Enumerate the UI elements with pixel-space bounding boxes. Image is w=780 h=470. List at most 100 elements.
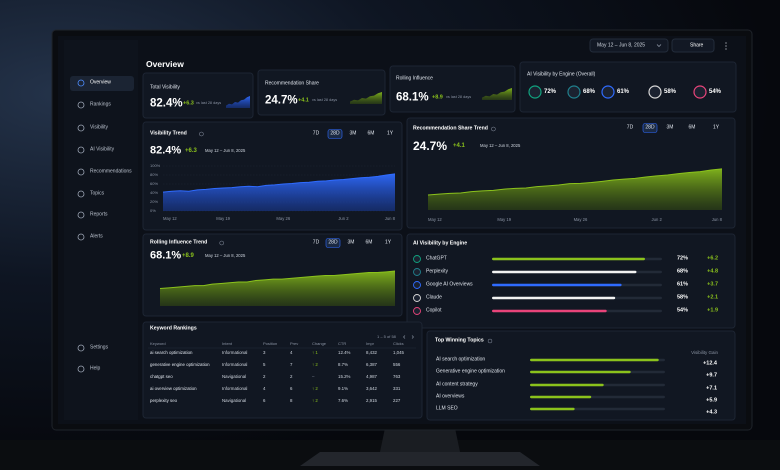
engine-share: 68%	[583, 89, 596, 95]
table-cell: 763	[393, 373, 401, 379]
y-tick-label: 20%	[150, 199, 159, 204]
range-button[interactable]: 7D	[626, 124, 634, 131]
stand-base	[300, 452, 540, 466]
share[interactable]: Share	[690, 42, 704, 49]
chart-date: May 12 – Jun 8, 2025	[480, 142, 521, 148]
range-button[interactable]: 6M	[688, 124, 696, 131]
table-cell: perplexity seo	[150, 397, 178, 403]
area-line	[162, 173, 396, 193]
range-button[interactable]: 3M	[349, 130, 357, 137]
column-header: Visibility Gain	[691, 349, 718, 355]
nav-item[interactable]: Recommendations	[90, 168, 132, 175]
kpi-title: Rolling Influence	[396, 75, 433, 82]
date-range[interactable]: May 12 – Jun 8, 2025	[597, 42, 646, 49]
panel	[519, 61, 737, 113]
range-button[interactable]: 6M	[365, 239, 373, 246]
table-cell: ↑ 2	[312, 361, 318, 367]
range-button[interactable]: 28D	[328, 239, 338, 246]
engine-icon	[413, 294, 421, 302]
nav-icon	[77, 233, 85, 241]
table-cell: ai search optimization	[150, 349, 193, 355]
nav-icon	[77, 124, 85, 132]
pagination: 1 – 5 of 58	[377, 334, 396, 339]
table-cell: Informational	[222, 361, 248, 367]
table-cell: generative engine optimization	[150, 361, 210, 367]
panel	[406, 233, 736, 329]
nav-item[interactable]: Visibility	[90, 124, 108, 131]
range-button[interactable]: 7D	[312, 239, 320, 246]
info-icon	[219, 240, 224, 246]
nav-item[interactable]: Topics	[90, 190, 105, 197]
nav-item[interactable]: Reports	[90, 211, 108, 218]
nav-item[interactable]: Settings	[90, 344, 109, 351]
x-tick-label: May 12	[163, 215, 177, 221]
table-cell: ↑ 2	[312, 385, 318, 391]
chart-title: Rolling Influence Trend	[150, 239, 208, 246]
table-cell: 4	[263, 385, 266, 391]
range-button[interactable]: 7D	[312, 130, 320, 137]
y-tick-label: 40%	[150, 190, 159, 195]
topic-gain: +12.4	[703, 360, 717, 367]
nav-item[interactable]: AI Visibility	[90, 146, 115, 153]
share-button[interactable]	[671, 38, 715, 53]
column-header: Clicks	[393, 341, 404, 346]
info-icon	[491, 126, 496, 132]
engine-icon	[693, 85, 707, 99]
chart-date: May 12 – Jun 8, 2025	[205, 147, 246, 153]
range-button[interactable]: 28D	[645, 124, 655, 131]
nav-icon	[77, 211, 85, 219]
table-cell: Navigational	[222, 397, 247, 403]
column-header: Prev	[290, 341, 299, 346]
range-active	[325, 238, 341, 248]
engine-icon	[413, 268, 421, 276]
range-button[interactable]: 3M	[666, 124, 674, 131]
panel-title: AI Visibility by Engine	[413, 240, 468, 247]
table-cell: ↑ 2	[312, 397, 318, 403]
nav-item[interactable]: Alerts	[90, 233, 103, 240]
chart-delta: +8.9	[182, 253, 194, 259]
range-button[interactable]: 6M	[367, 130, 375, 137]
nav-item[interactable]: Overview	[90, 79, 111, 86]
kpi-delta: +8.9	[432, 94, 443, 101]
engine-name: Google AI Overviews	[426, 281, 473, 288]
range-button[interactable]: 1Y	[386, 130, 394, 137]
kpi-title: Total Visibility	[150, 84, 180, 91]
nav-item[interactable]: Rankings	[90, 101, 111, 108]
range-active	[642, 123, 658, 133]
range-button[interactable]: 3M	[347, 239, 355, 246]
area-line	[159, 270, 396, 290]
engine-value: 72%	[676, 255, 688, 262]
area-line	[427, 168, 723, 196]
date-box[interactable]	[589, 38, 669, 53]
table-cell: 2	[263, 373, 266, 379]
bar	[530, 383, 604, 387]
kpi-delta: +6.3	[183, 100, 194, 107]
x-tick-label: May 26	[573, 216, 588, 222]
table-cell: ai overview optimization	[150, 385, 197, 391]
range-button[interactable]: 1Y	[712, 124, 720, 131]
nav-item[interactable]: Help	[90, 365, 101, 372]
area-fill	[160, 271, 395, 306]
engine-icon	[567, 85, 581, 99]
engine-delta: +1.9	[707, 307, 718, 314]
table-cell: chatgpt seo	[150, 373, 173, 379]
engine-name: ChatGPT	[426, 255, 447, 262]
area-fill	[428, 168, 722, 210]
panel	[257, 69, 386, 116]
table-cell: 8.7%	[338, 361, 349, 367]
chart-title: Recommendation Share Trend	[413, 125, 488, 132]
panel	[142, 321, 423, 419]
chart-value: 82.4%	[150, 144, 182, 157]
topic-name: AI overviews	[436, 393, 465, 400]
topic-name: AI content strategy	[436, 381, 478, 388]
range-button[interactable]: 1Y	[384, 239, 392, 246]
range-button[interactable]: 28D	[330, 130, 340, 137]
table-cell: 6,387	[366, 361, 377, 367]
chart-delta: +4.1	[453, 143, 465, 149]
engine-share: 54%	[709, 89, 722, 95]
engine-name: Claude	[426, 294, 442, 301]
pager-arrows	[403, 335, 414, 339]
page-title: Overview	[146, 58, 184, 69]
kpi-note: vs last 28 days	[196, 101, 222, 106]
x-tick-label: Jun 2	[651, 216, 662, 222]
